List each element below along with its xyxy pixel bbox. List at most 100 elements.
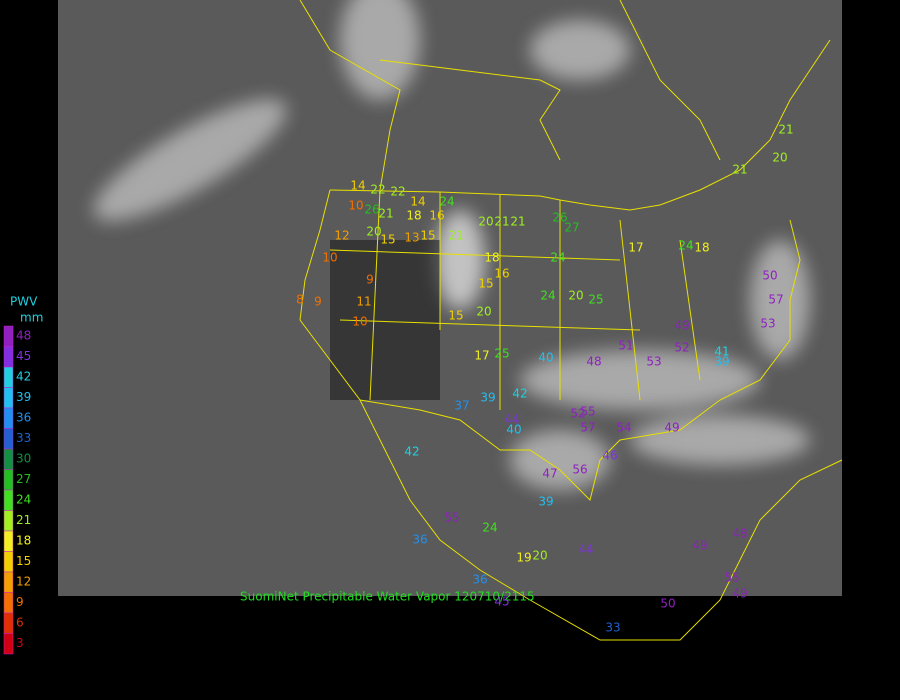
station-value: 54 [616,421,631,435]
legend-label: 15 [16,554,31,568]
legend-label: 30 [16,452,31,466]
legend-label: 24 [16,493,31,507]
station-value: 15 [380,233,395,247]
station-value: 48 [586,355,601,369]
station-value: 15 [448,309,463,323]
legend-swatch [3,407,14,429]
legend-label: 3 [16,636,24,650]
station-value: 51 [618,339,633,353]
station-value: 49 [732,587,747,601]
legend-label: 45 [16,349,31,363]
legend-swatch [3,530,14,552]
station-value: 47 [542,467,557,481]
station-value: 41 [714,345,729,359]
station-value: 20 [568,289,583,303]
station-value: 18 [484,251,499,265]
station-value: 39 [538,495,553,509]
station-value: 16 [429,209,444,223]
legend-label: 9 [16,595,24,609]
clouds [93,0,810,490]
legend-swatch [3,612,14,634]
station-value: 24 [439,195,454,209]
station-value: 16 [494,267,509,281]
station-value: 36 [412,533,427,547]
legend-swatch [3,448,14,470]
station-value: 20 [366,225,381,239]
legend-label: 39 [16,390,31,404]
station-value: 39 [480,391,495,405]
station-value: 20 [772,151,787,165]
station-value: 55 [580,405,595,419]
legend-swatch [3,551,14,573]
station-value: 26 [364,203,379,217]
legend-swatch [3,592,14,614]
legend-swatch [3,571,14,593]
station-value: 57 [768,293,783,307]
station-value: 40 [538,351,553,365]
legend-label: 33 [16,431,31,445]
station-value: 17 [474,349,489,363]
station-value: 26 [552,211,567,225]
legend-swatch [3,325,14,347]
station-value: 25 [494,347,509,361]
station-value: 49 [664,421,679,435]
station-value: 8 [296,293,304,307]
station-value: 10 [322,251,337,265]
station-value: 21 [778,123,793,137]
station-value: 15 [478,277,493,291]
station-value: 24 [482,521,497,535]
station-value: 18 [694,241,709,255]
station-value: 15 [420,229,435,243]
station-value: 20 [476,305,491,319]
station-value: 56 [572,463,587,477]
station-value: 10 [348,199,363,213]
caption: SuomiNet Precipitable Water Vapor 120710… [240,590,535,604]
station-value: 36 [472,573,487,587]
station-value: 49 [692,539,707,553]
station-value: 57 [580,421,595,435]
legend: 48 45 42 39 36 33 30 27 24 21 18 15 12 9 6 3 [3,325,31,655]
legend-swatch [3,489,14,511]
station-value: 53 [646,355,661,369]
station-value: 20 [478,215,493,229]
station-value: 25 [588,293,603,307]
station-value: 21 [510,215,525,229]
legend-unit: mm [20,311,43,325]
station-value: 14 [350,179,365,193]
station-value: 33 [605,621,620,635]
station-value: 37 [454,399,469,413]
station-value: 55 [724,571,739,585]
station-value: 39 [714,355,729,369]
station-value: 14 [410,195,425,209]
station-value: 21 [732,163,747,177]
legend-label: 6 [16,616,24,630]
station-value: 10 [352,315,367,329]
station-value: 22 [370,183,385,197]
station-value: 12 [334,229,349,243]
legend-swatch [3,387,14,409]
station-value: 55 [444,511,459,525]
station-value: 46 [602,449,617,463]
station-value: 9 [366,273,374,287]
station-value: 21 [494,215,509,229]
station-value: 24 [540,289,555,303]
station-value: 52 [570,407,585,421]
station-value: 18 [406,209,421,223]
station-value: 53 [760,317,775,331]
station-value: 52 [674,341,689,355]
station-value: 48 [732,527,747,541]
legend-label: 21 [16,513,31,527]
station-value: 40 [506,423,521,437]
station-value: 11 [356,295,371,309]
station-value: 44 [504,413,519,427]
legend-label: 48 [16,329,31,343]
station-value: 24 [678,239,693,253]
legend-label: 36 [16,411,31,425]
station-value: 13 [404,231,419,245]
station-value: 42 [512,387,527,401]
legend-swatch [3,428,14,450]
legend-swatch [3,366,14,388]
legend-label: 42 [16,370,31,384]
